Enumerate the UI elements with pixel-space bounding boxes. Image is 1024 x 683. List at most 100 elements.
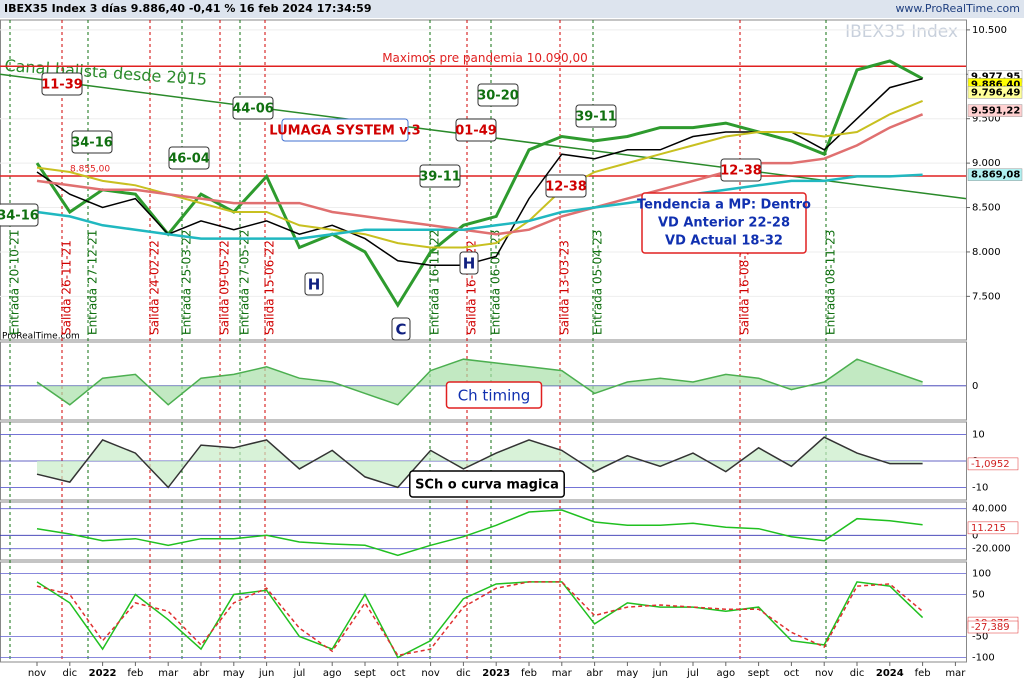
- signal-label: Salida 24-02-22: [148, 240, 162, 335]
- series-line: [36, 581, 924, 657]
- x-tick-label: feb: [915, 668, 931, 679]
- annotation: 46-04: [168, 152, 210, 167]
- y-tick-label: 8.500: [972, 203, 1001, 214]
- y-tick-label: 40.000: [972, 504, 1007, 515]
- price-label: 9.591,22: [971, 106, 1020, 117]
- x-tick-label: dic: [456, 668, 471, 679]
- y-tick-label: 0: [972, 381, 978, 392]
- x-tick-label: dic: [850, 668, 865, 679]
- signal-label: Entrada 27-12-21: [86, 230, 100, 335]
- x-tick-label: mar: [552, 668, 573, 679]
- y-tick-label: 0: [972, 530, 978, 541]
- y-tick-label: -50: [972, 632, 988, 643]
- x-tick-label: sept: [354, 668, 376, 679]
- annotation: 11-39: [41, 78, 83, 93]
- series-line: [36, 509, 923, 557]
- annotation: H: [463, 255, 476, 273]
- site: www.ProRealTime.com: [895, 2, 1020, 15]
- annotation: 39-11: [575, 110, 617, 125]
- annotation: 12-38: [720, 164, 762, 179]
- x-tick-label: oct: [784, 668, 800, 679]
- price-label: 9.886,40: [971, 79, 1020, 90]
- annotation: 01-49: [455, 124, 497, 139]
- x-tick-label: may: [617, 668, 639, 679]
- signal-label: Salida 09-05-22: [218, 240, 232, 335]
- trend-box: [641, 192, 807, 254]
- value-label: 11.215: [971, 523, 1006, 534]
- signal-label: Entrada 20-10-21: [8, 230, 22, 335]
- trend-line: Tendencia a MP: Dentro: [637, 198, 811, 213]
- chart-title: IBEX35 Index 3 días 9.886,40 -0,41 % 16 …: [4, 2, 371, 15]
- annotation-box: [41, 72, 83, 96]
- signal-label: Entrada 25-03-22: [180, 230, 194, 335]
- panel-frame: [0, 501, 967, 561]
- panel-title-box: [445, 381, 543, 409]
- x-tick-label: ago: [717, 668, 736, 679]
- annotation-box: [0, 203, 39, 227]
- annotation-box: [391, 317, 411, 341]
- signal-label: Salida 15-06-22: [263, 240, 277, 335]
- x-tick-label: may: [223, 668, 245, 679]
- price-label-box: [967, 168, 1023, 181]
- annotation-box: [459, 251, 479, 275]
- price-label: 9.796,49: [971, 87, 1020, 98]
- panel-title: Ch timing: [458, 387, 531, 405]
- signal-label: Entrada 08-11-23: [824, 230, 838, 335]
- watermark: IBEX35 Index: [845, 22, 958, 42]
- y-tick-label: -10: [972, 482, 988, 493]
- x-tick-label: jun: [651, 668, 667, 679]
- annotation: 12-38: [545, 180, 587, 195]
- annotation-box: [281, 118, 409, 142]
- hline-label: Maximos pre pandemia 10.090,00: [382, 51, 588, 65]
- series-line: [36, 99, 923, 249]
- x-tick-label: sept: [748, 668, 770, 679]
- annotation-box: [545, 174, 587, 198]
- hline-label: 8.855,00: [70, 164, 110, 174]
- x-tick-label: jul: [686, 668, 699, 679]
- panel-title: SCh o curva magica: [415, 478, 559, 493]
- series-line: [36, 436, 923, 489]
- annotation-box: [168, 146, 210, 170]
- annotation: H: [308, 276, 321, 294]
- series-line: [36, 358, 923, 406]
- x-tick-label: oct: [390, 668, 406, 679]
- annotation-box: [477, 83, 519, 107]
- x-tick-label: dic: [62, 668, 77, 679]
- y-tick-label: -100: [972, 653, 995, 664]
- value-label-box: [967, 620, 1019, 634]
- x-tick-label: 2023: [482, 668, 510, 679]
- panel-frame: [0, 341, 967, 421]
- annotation: LUMAGA SYSTEM v.3: [269, 124, 420, 139]
- x-tick-label: mar: [945, 668, 966, 679]
- annotation: 39-11: [419, 170, 461, 185]
- y-tick-label: -20.000: [972, 544, 1011, 555]
- x-tick-label: nov: [28, 668, 46, 679]
- x-tick-label: mar: [158, 668, 179, 679]
- signal-label: Entrada 05-04-23: [591, 230, 605, 335]
- signal-label: Entrada 27-05-22: [238, 230, 252, 335]
- annotation-box: [419, 164, 461, 188]
- series-line: [36, 581, 924, 659]
- panel-frame: [0, 561, 967, 663]
- x-tick-label: feb: [127, 668, 143, 679]
- annotation-box: [720, 158, 762, 182]
- signal-label: Salida 13-03-23: [558, 240, 572, 335]
- x-tick-label: abr: [193, 668, 210, 679]
- annotation: C: [395, 321, 406, 339]
- annotation-box: [575, 104, 617, 128]
- x-tick-label: jun: [258, 668, 274, 679]
- x-tick-label: 2022: [89, 668, 117, 679]
- annotation: 30-20: [477, 89, 519, 104]
- price-label: 8.869,08: [971, 170, 1020, 181]
- value-label-box: [967, 457, 1019, 471]
- y-tick-label: 50: [972, 590, 985, 601]
- annotation-box: [455, 118, 497, 142]
- annotation-box: [71, 130, 113, 154]
- signal-label: Entrada 16-11-22: [428, 230, 442, 335]
- price-label-box: [967, 104, 1023, 117]
- x-tick-label: ago: [323, 668, 342, 679]
- value-label-box: [967, 521, 1019, 535]
- value-label: -1,0952: [971, 459, 1010, 470]
- x-tick-label: 2024: [876, 668, 904, 679]
- series-line: [35, 59, 924, 309]
